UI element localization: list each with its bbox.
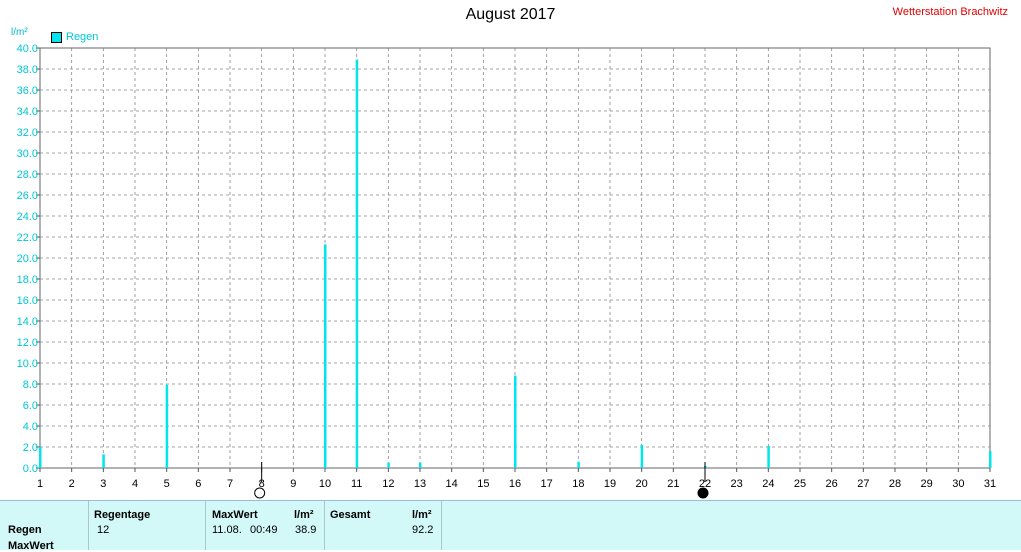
x-tick-label: 12 (382, 478, 394, 490)
rain-bar (577, 461, 580, 468)
y-tick-label: 14.0 (17, 316, 38, 328)
stats-row-label-regen: Regen (8, 524, 42, 536)
rain-bar (767, 445, 770, 468)
rain-bar (419, 462, 422, 468)
x-tick-label: 24 (762, 478, 774, 490)
y-tick-label: 28.0 (17, 169, 38, 181)
stats-maxwert-column: MaxWert l/m² 11.08. 00:49 38.9 (205, 501, 325, 550)
regentage-value: 12 (97, 524, 110, 536)
x-tick-label: 3 (100, 478, 106, 490)
x-tick-label: 21 (667, 478, 679, 490)
x-tick-label: 2 (69, 478, 75, 490)
x-tick-label: 15 (477, 478, 489, 490)
stats-panel: Regen MaxWert Regentage 12 MaxWert l/m² … (0, 500, 1021, 552)
rain-bar (165, 385, 169, 468)
gesamt-value: 92.2 (412, 524, 434, 536)
x-tick-label: 14 (446, 478, 458, 490)
x-tick-label: 25 (794, 478, 806, 490)
y-tick-label: 0.0 (23, 463, 38, 475)
rain-bar (387, 462, 390, 468)
rain-bar (102, 454, 105, 468)
rain-bar (39, 447, 42, 468)
x-tick-label: 22 (699, 478, 711, 490)
x-tick-label: 5 (164, 478, 170, 490)
x-tick-label: 19 (604, 478, 616, 490)
x-tick-label: 6 (195, 478, 201, 490)
x-tick-label: 28 (889, 478, 901, 490)
x-tick-label: 31 (984, 478, 996, 490)
y-tick-label: 30.0 (17, 148, 38, 160)
x-tick-label: 7 (227, 478, 233, 490)
rain-bar (640, 444, 644, 468)
y-tick-label: 12.0 (17, 337, 38, 349)
y-tick-label: 32.0 (17, 127, 38, 139)
maxwert-time: 00:49 (250, 524, 278, 536)
y-tick-label: 4.0 (23, 421, 38, 433)
legend: Regen (51, 31, 98, 43)
x-tick-label: 9 (290, 478, 296, 490)
x-tick-label: 27 (857, 478, 869, 490)
x-tick-label: 20 (636, 478, 648, 490)
new-moon-icon (697, 487, 709, 499)
stats-row-label-maxwert: MaxWert (8, 540, 54, 552)
x-tick-label: 4 (132, 478, 138, 490)
y-tick-label: 8.0 (23, 379, 38, 391)
rain-bar (355, 59, 359, 469)
x-tick-label: 16 (509, 478, 521, 490)
y-tick-label: 34.0 (17, 106, 38, 118)
rain-bar (514, 375, 517, 468)
maxwert-header: MaxWert (212, 509, 258, 521)
y-tick-label: 26.0 (17, 190, 38, 202)
rain-bar (324, 244, 327, 468)
legend-label: Regen (66, 31, 99, 43)
y-tick-label: 20.0 (17, 253, 38, 265)
x-tick-label: 11 (351, 478, 362, 490)
maxwert-value: 38.9 (295, 524, 317, 536)
y-tick-label: 16.0 (17, 295, 38, 307)
full-moon-icon (254, 487, 266, 499)
rain-bar (989, 451, 992, 468)
y-tick-label: 24.0 (17, 211, 38, 223)
y-tick-label: 2.0 (23, 442, 38, 454)
station-name: Wetterstation Brachwitz (892, 6, 1008, 18)
y-tick-label: 36.0 (17, 85, 38, 97)
stats-gesamt-column: Gesamt l/m² 92.2 (324, 501, 442, 550)
x-tick-label: 23 (731, 478, 743, 490)
y-tick-label: 22.0 (17, 232, 38, 244)
x-tick-label: 13 (414, 478, 426, 490)
x-tick-label: 1 (37, 478, 43, 490)
gesamt-unit: l/m² (412, 509, 432, 521)
gesamt-header: Gesamt (330, 509, 371, 521)
chart-title: August 2017 (465, 6, 556, 23)
regentage-header: Regentage (94, 509, 151, 521)
x-tick-label: 30 (952, 478, 964, 490)
stats-regentage-column: Regentage 12 (88, 501, 206, 550)
y-tick-label: 40.0 (17, 43, 38, 55)
stats-label-column: Regen MaxWert (0, 501, 89, 552)
x-tick-label: 8 (259, 478, 265, 490)
y-tick-label: 6.0 (23, 400, 38, 412)
rain-chart: 0.0 2.0 4.0 6.0 8.0 10.0 12.0 14.0 16.0 18.0 20.0 2… (17, 43, 996, 499)
y-axis-unit: l/m² (11, 27, 28, 38)
maxwert-date: 11.08. (212, 524, 242, 536)
legend-swatch-icon (51, 31, 62, 43)
x-tick-label: 29 (921, 478, 933, 490)
x-tick-label: 10 (319, 478, 331, 490)
maxwert-unit: l/m² (294, 509, 314, 521)
x-tick-label: 17 (541, 478, 553, 490)
x-tick-label: 26 (826, 478, 838, 490)
y-tick-label: 18.0 (17, 274, 38, 286)
y-tick-label: 10.0 (17, 358, 38, 370)
y-tick-label: 38.0 (17, 64, 38, 76)
x-tick-label: 18 (572, 478, 584, 490)
